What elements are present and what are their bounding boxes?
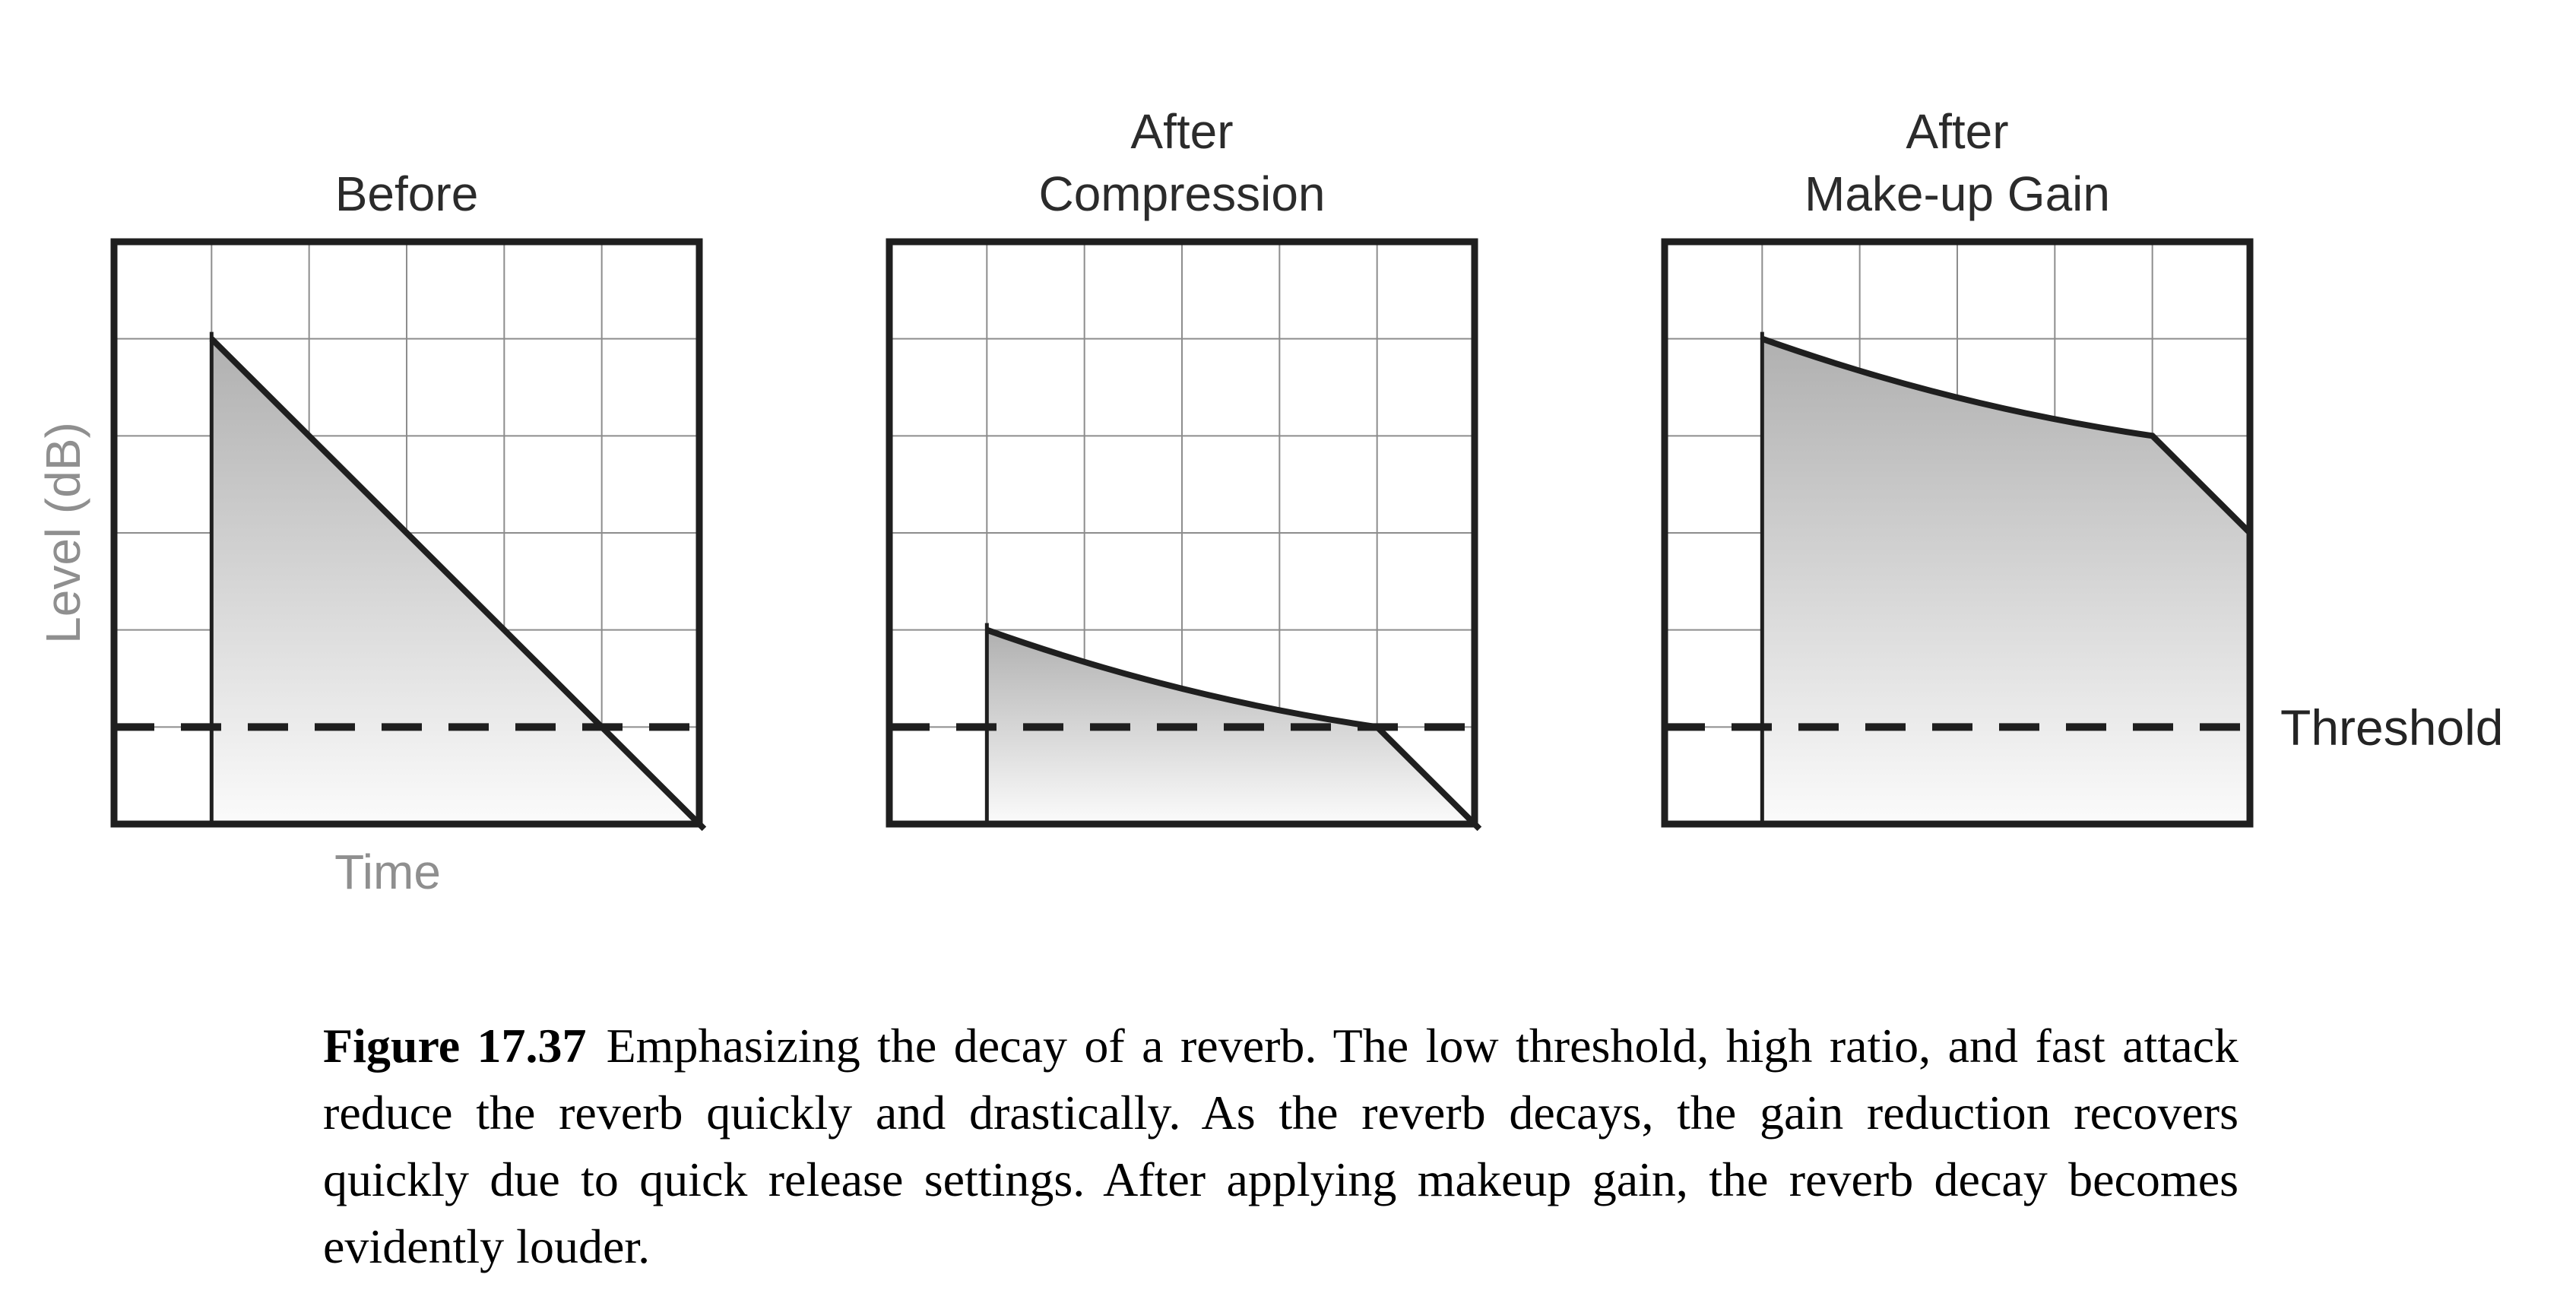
y-axis-label-wrap: Level (dB) <box>6 242 120 824</box>
threshold-label: Threshold <box>2280 699 2504 756</box>
chart-title-line: After <box>1130 104 1234 159</box>
y-axis-label: Level (dB) <box>36 422 90 644</box>
x-axis-label: Time <box>334 845 441 899</box>
plot-after-compression <box>886 238 1482 832</box>
chart-title-line: Compression <box>1038 166 1326 221</box>
plot-before <box>110 238 707 832</box>
chart-title-line: After <box>1906 104 2009 159</box>
chart-title-before: Before <box>114 76 699 225</box>
figure-caption-text: Emphasizing the decay of a reverb. The l… <box>323 1019 2239 1273</box>
chart-title-line: Before <box>334 166 479 221</box>
chart-title-after-compression: After Compression <box>889 76 1475 225</box>
chart-title-after-makeup-gain: After Make-up Gain <box>1665 76 2250 225</box>
figure-caption: Figure 17.37 Emphasizing the decay of a r… <box>323 1013 2239 1280</box>
plot-after-makeup-gain <box>1661 238 2254 828</box>
figure-caption-number: Figure 17.37 <box>323 1019 587 1073</box>
chart-title-line: Make-up Gain <box>1804 166 2110 221</box>
